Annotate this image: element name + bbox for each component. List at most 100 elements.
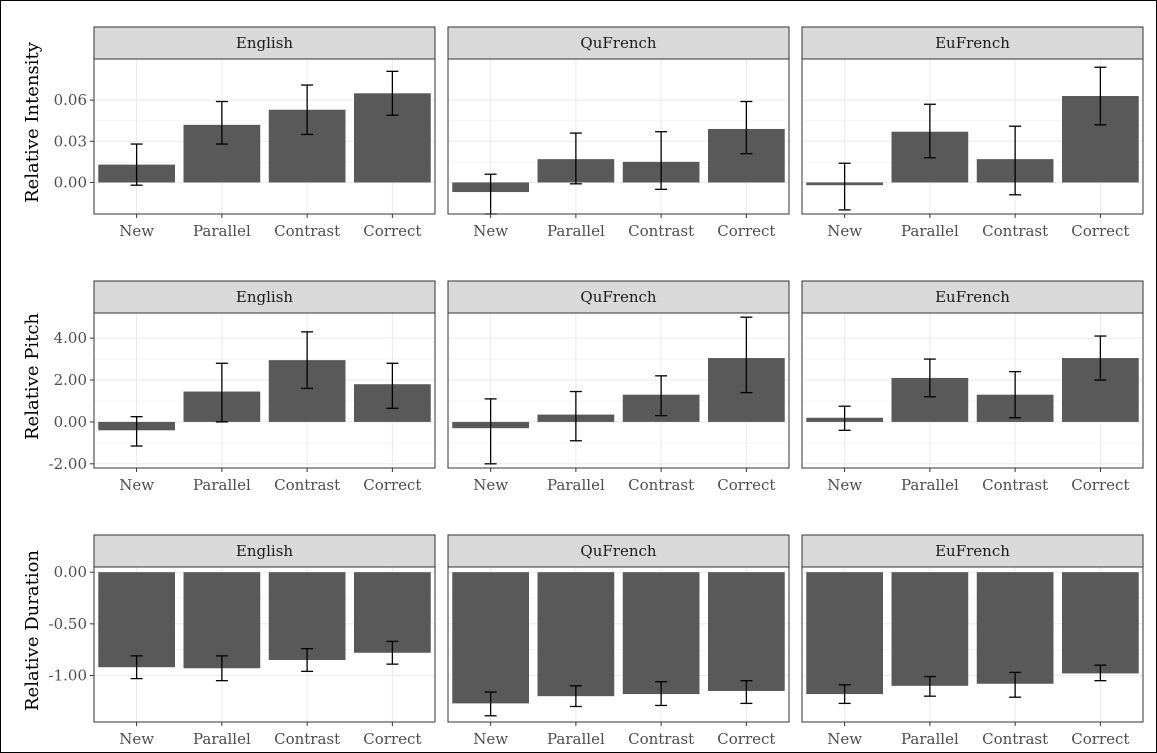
x-tick-label: New	[473, 730, 508, 748]
error-bar-correct	[1094, 66, 1107, 126]
panel-relative-pitch-english: English New Parallel Contrast Correct -2.00 0.…	[49, 280, 436, 494]
x-tick-label: Contrast	[274, 476, 340, 494]
y-tick-label: 0.06	[54, 91, 87, 109]
bar-new	[98, 572, 175, 668]
panel-border	[93, 58, 436, 215]
facet-strip-label: QuFrench	[580, 542, 656, 560]
facet-strip	[801, 534, 1144, 568]
x-tick-label: Contrast	[982, 222, 1048, 240]
facet-strip-label: EuFrench	[935, 288, 1010, 306]
y-tick-label: 0.00	[54, 173, 87, 191]
error-bar-correct	[1094, 335, 1107, 381]
error-bar-parallel	[923, 103, 936, 159]
x-tick-label: New	[119, 222, 154, 240]
x-tick-label: Correct	[717, 222, 775, 240]
panel-border	[801, 566, 1144, 723]
error-bar-contrast	[655, 681, 668, 707]
error-bar-contrast	[655, 375, 668, 417]
x-tick-label: Parallel	[901, 222, 959, 240]
y-tick-label: -0.50	[49, 615, 87, 633]
facet-strip	[801, 280, 1144, 314]
y-tick-label: 4.00	[54, 329, 87, 347]
error-bar-correct	[740, 316, 753, 394]
error-bar-new	[484, 691, 497, 717]
error-bar-parallel	[215, 655, 228, 682]
panel-relative-duration-qufrench: QuFrench New Parallel Contrast Correct	[447, 534, 790, 748]
error-bar-contrast	[301, 647, 314, 673]
panel-border	[447, 58, 790, 215]
panel-relative-intensity-english: English New Parallel Contrast Correct 0.00 0.0…	[54, 26, 436, 240]
bar-correct	[354, 572, 431, 653]
bar-correct	[1062, 572, 1139, 674]
panel-border	[801, 312, 1144, 469]
x-tick-label: Contrast	[274, 222, 340, 240]
y-axis-label: Relative Pitch	[22, 313, 43, 440]
facet-strip-label: English	[236, 288, 294, 306]
y-axis-label: Relative Duration	[22, 550, 43, 711]
error-bar-contrast	[1009, 370, 1022, 419]
error-bar-parallel	[923, 358, 936, 398]
x-tick-label: Parallel	[901, 476, 959, 494]
y-tick-label: -1.00	[49, 667, 87, 685]
panel-border	[93, 312, 436, 469]
x-tick-label: Contrast	[982, 476, 1048, 494]
y-tick-label: 0.03	[54, 132, 87, 150]
facet-strip	[447, 534, 790, 568]
y-tick-label: 2.00	[54, 371, 87, 389]
facet-strip	[93, 534, 436, 568]
bar-parallel	[891, 572, 969, 686]
error-bar-parallel	[569, 132, 582, 185]
error-bar-contrast	[301, 331, 314, 390]
panel-relative-intensity-eufrench: EuFrench New Parallel Contrast Correct	[801, 26, 1144, 240]
error-bar-new	[130, 655, 143, 680]
x-tick-label: New	[473, 476, 508, 494]
error-bar-new	[838, 684, 851, 705]
facet-strip	[447, 26, 790, 60]
error-bar-parallel	[923, 675, 936, 697]
y-tick-label: 0.00	[54, 413, 87, 431]
error-bar-correct	[740, 680, 753, 705]
error-bar-correct	[386, 640, 399, 665]
x-tick-label: Correct	[363, 222, 421, 240]
x-tick-label: New	[119, 476, 154, 494]
x-tick-label: Correct	[1071, 476, 1129, 494]
error-bar-correct	[386, 362, 399, 409]
error-bar-contrast	[1009, 671, 1022, 698]
error-bar-parallel	[569, 390, 582, 442]
plot-area: Relative Intensity English New Parallel Cont…	[22, 26, 1144, 748]
x-tick-label: Contrast	[274, 730, 340, 748]
panel-border	[801, 58, 1144, 215]
x-tick-label: Parallel	[193, 730, 251, 748]
x-tick-label: Correct	[363, 730, 421, 748]
error-bar-new	[838, 162, 851, 211]
panel-relative-duration-english: English New Parallel Contrast Correct 0.00 -0.…	[49, 534, 436, 748]
x-tick-label: New	[827, 222, 862, 240]
facet-strip-label: English	[236, 34, 294, 52]
y-axis-label: Relative Intensity	[22, 41, 43, 203]
bar-contrast	[622, 572, 700, 695]
panel-border	[447, 312, 790, 469]
x-tick-label: Parallel	[193, 222, 251, 240]
bar-new	[806, 572, 883, 695]
x-tick-label: Parallel	[547, 730, 605, 748]
error-bar-contrast	[301, 84, 314, 136]
x-tick-label: Parallel	[547, 222, 605, 240]
bar-parallel	[537, 572, 615, 697]
panel-relative-pitch-qufrench: QuFrench New Parallel Contrast Correct	[447, 280, 790, 494]
panel-relative-duration-eufrench: EuFrench New Parallel Contrast Correct	[801, 534, 1144, 748]
x-tick-label: Contrast	[628, 476, 694, 494]
panel-border	[93, 566, 436, 723]
y-tick-label: -2.00	[49, 455, 87, 473]
x-tick-label: New	[827, 476, 862, 494]
error-bar-parallel	[215, 362, 228, 423]
bar-parallel	[183, 572, 261, 669]
error-bar-correct	[1094, 664, 1107, 682]
x-tick-label: Correct	[717, 730, 775, 748]
x-tick-label: Contrast	[628, 730, 694, 748]
error-bar-contrast	[1009, 125, 1022, 196]
error-bar-parallel	[569, 685, 582, 708]
panel-relative-intensity-qufrench: QuFrench New Parallel Contrast Correct	[447, 26, 790, 240]
error-bar-contrast	[655, 131, 668, 190]
x-tick-label: Correct	[1071, 730, 1129, 748]
error-bar-correct	[740, 100, 753, 155]
